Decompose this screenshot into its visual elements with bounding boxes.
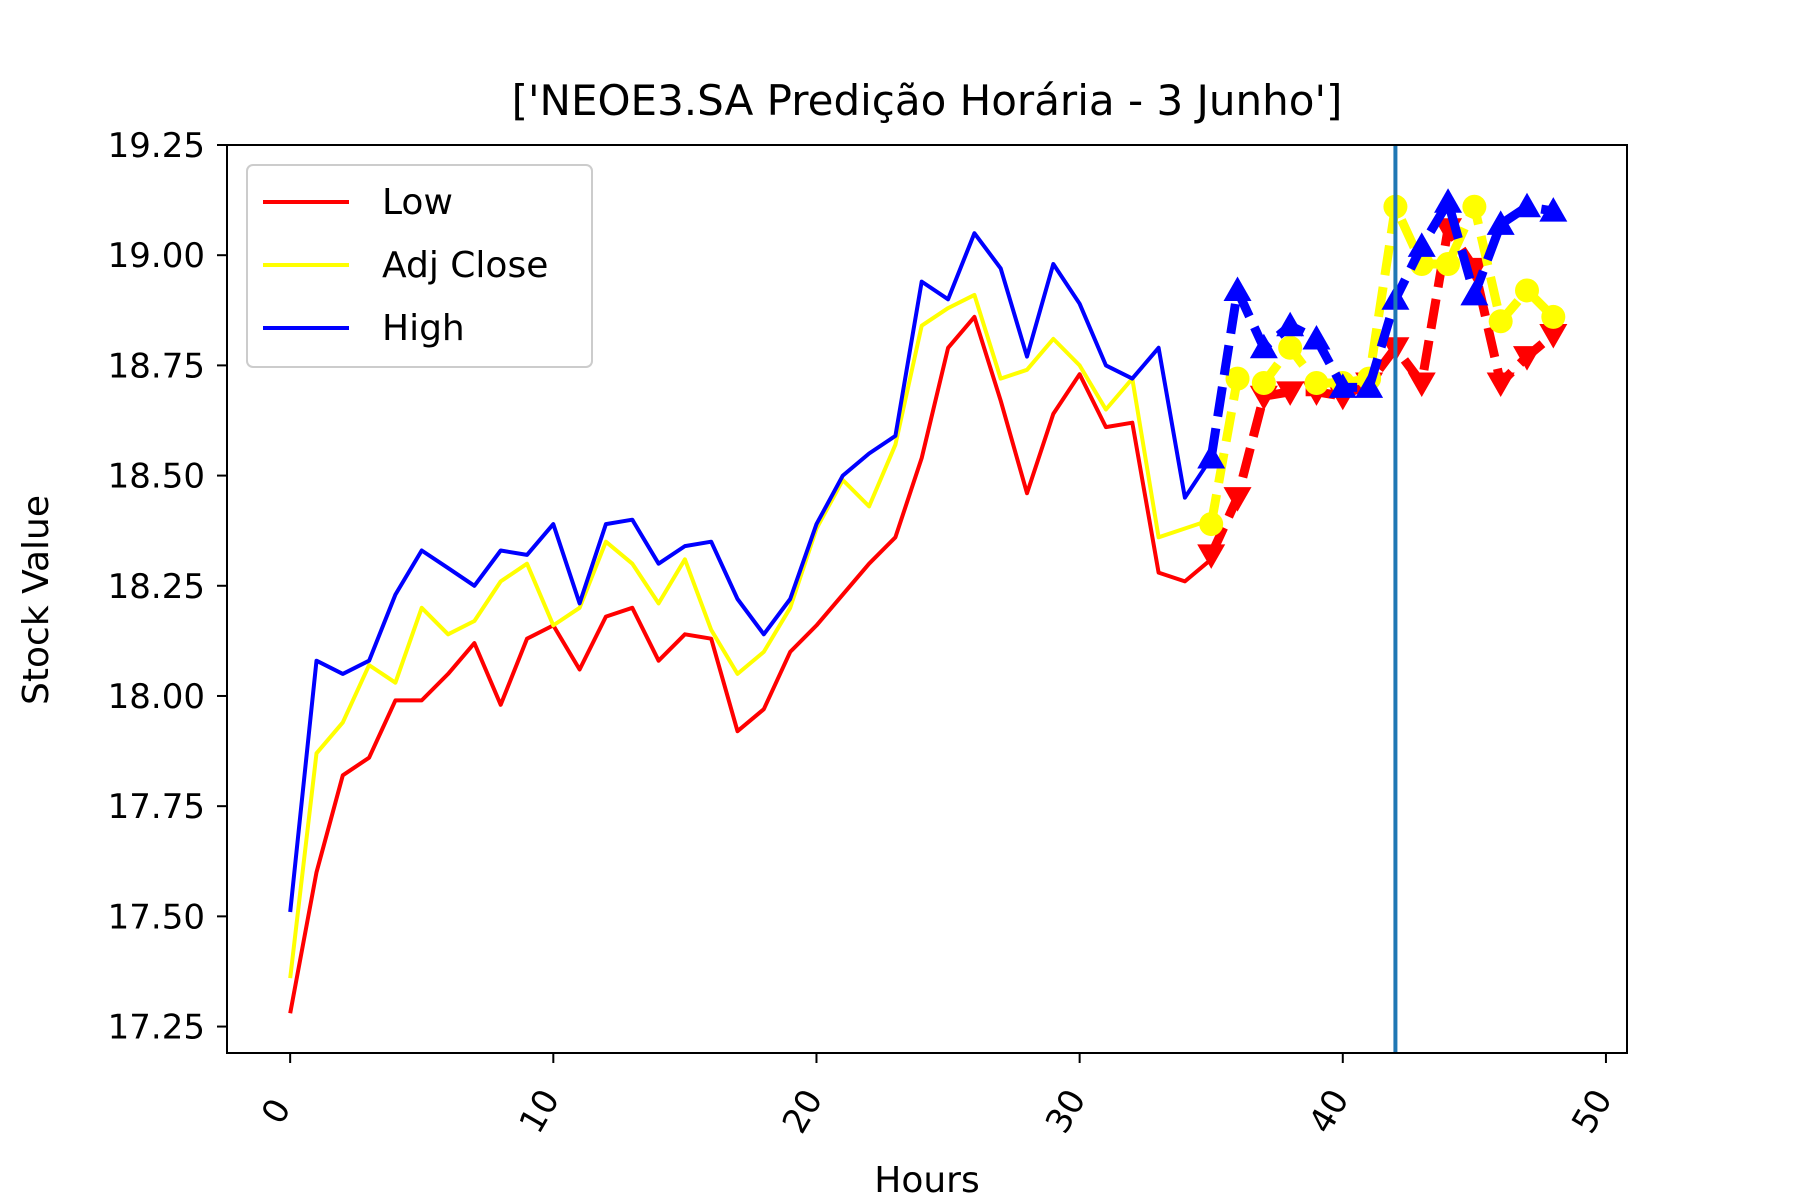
- prediction-point-adj-close: [1488, 309, 1513, 334]
- x-tick-label: 50: [1564, 1083, 1620, 1140]
- prediction-point-adj-close: [1462, 194, 1487, 219]
- series-line-low: [288, 314, 1213, 1014]
- prediction-point-adj-close: [1541, 304, 1566, 329]
- prediction-point-low: [1513, 346, 1541, 371]
- prediction-point-high: [1302, 324, 1331, 350]
- x-tick-label: 0: [254, 1092, 299, 1131]
- legend: Low Adj Close High: [246, 164, 593, 368]
- prediction-point-adj-close: [1304, 371, 1329, 396]
- prediction-point-high: [1197, 443, 1226, 469]
- prediction-point-adj-close: [1436, 252, 1461, 277]
- prediction-point-adj-close: [1225, 366, 1250, 391]
- prediction-point-high: [1355, 373, 1384, 398]
- prediction-point-low: [1486, 372, 1515, 398]
- prediction-point-high: [1434, 188, 1463, 213]
- y-tick-label: 17.25: [108, 1008, 205, 1048]
- y-tick-label: 19.00: [108, 236, 205, 276]
- y-tick-label: 18.25: [108, 567, 205, 607]
- y-axis-label: Stock Value: [16, 495, 57, 705]
- prediction-point-low: [1539, 324, 1568, 349]
- y-tick-label: 19.25: [108, 126, 205, 166]
- prediction-point-low: [1223, 487, 1252, 512]
- plot-area: [288, 145, 1568, 1053]
- prediction-point-low: [1407, 372, 1436, 398]
- y-tick-label: 18.75: [108, 346, 205, 386]
- prediction-point-high: [1407, 232, 1436, 257]
- legend-label: High: [382, 308, 465, 349]
- prediction-point-adj-close: [1515, 278, 1539, 303]
- prediction-point-high: [1539, 197, 1568, 222]
- legend-label: Adj Close: [382, 245, 548, 286]
- prediction-point-high: [1249, 333, 1278, 359]
- legend-label: Low: [382, 182, 453, 223]
- y-tick-label: 18.50: [108, 457, 205, 497]
- x-tick-label: 10: [512, 1083, 568, 1140]
- prediction-point-adj-close: [1278, 335, 1303, 360]
- x-tick-label: 40: [1301, 1083, 1357, 1140]
- x-tick-label: 30: [1038, 1083, 1094, 1140]
- prediction-point-high: [1328, 373, 1357, 398]
- legend-box: [246, 164, 593, 368]
- series-line-adj-close: [288, 292, 1212, 979]
- prediction-point-high: [1486, 210, 1515, 235]
- plot-frame: [226, 144, 1628, 1054]
- prediction-point-high: [1513, 192, 1541, 218]
- prediction-point-low: [1276, 381, 1305, 406]
- prediction-point-high: [1276, 311, 1305, 337]
- prediction-point-adj-close: [1251, 371, 1276, 396]
- chart-title: ['NEOE3.SA Predição Horária - 3 Junho']: [512, 76, 1343, 125]
- y-tick-label: 18.00: [108, 677, 205, 717]
- prediction-point-high: [1223, 276, 1252, 301]
- y-tick-label: 17.50: [108, 897, 205, 937]
- prediction-point-low: [1197, 544, 1226, 569]
- series-line-high: [288, 231, 1213, 913]
- x-axis-label: Hours: [874, 1160, 979, 1200]
- y-tick-label: 17.75: [108, 787, 205, 827]
- x-tick-label: 20: [775, 1083, 831, 1140]
- prediction-point-adj-close: [1199, 512, 1224, 537]
- prediction-point-high: [1460, 280, 1489, 306]
